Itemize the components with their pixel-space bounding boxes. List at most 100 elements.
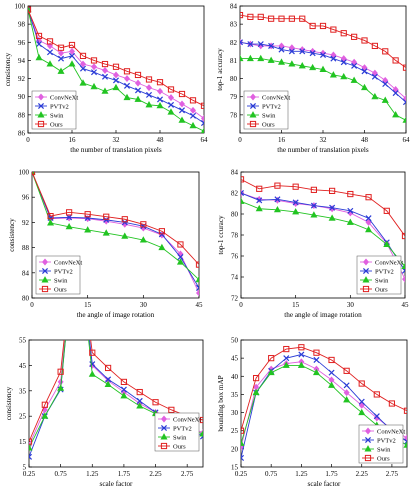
legend: ConvNeXt PVTv2 Swin Ours bbox=[243, 90, 290, 130]
series-group bbox=[28, 6, 204, 133]
legend-marker bbox=[249, 102, 257, 110]
data-point-pvtv2 bbox=[47, 214, 54, 222]
data-point-pvtv2 bbox=[329, 204, 336, 211]
x-axis-label: the angle of image rotation bbox=[77, 311, 155, 319]
x-tick-label: 1.75 bbox=[325, 470, 338, 478]
legend-label-ours: Ours bbox=[262, 121, 275, 128]
series-line-swin bbox=[32, 172, 199, 281]
data-point-ours bbox=[329, 187, 336, 195]
data-point-swin bbox=[195, 275, 199, 283]
data-point-convnext bbox=[358, 401, 365, 409]
y-tick-label: 50 bbox=[231, 337, 239, 345]
y-tick-label: 98 bbox=[18, 21, 26, 29]
x-tick-label: 48 bbox=[361, 136, 369, 144]
legend-marker bbox=[160, 433, 168, 440]
data-point-swin bbox=[68, 60, 76, 67]
data-point-pvtv2 bbox=[89, 361, 96, 368]
y-tick-label: 45 bbox=[19, 362, 27, 370]
data-point-ours bbox=[104, 364, 112, 372]
y-tick-label: 15 bbox=[19, 438, 27, 446]
chart-panel-2: 0 16 32 48 64 78 79 80 81 82 83 84 the number of tra… bbox=[216, 3, 410, 155]
data-point-ours bbox=[152, 399, 159, 406]
data-point-ours bbox=[268, 355, 275, 362]
y-tick-label: 78 bbox=[231, 232, 239, 240]
data-point-ours bbox=[241, 427, 245, 434]
data-point-ours bbox=[41, 401, 48, 408]
data-point-pvtv2 bbox=[189, 112, 197, 119]
data-point-swin bbox=[312, 368, 320, 376]
x-axis-label: scale factor bbox=[308, 480, 342, 488]
legend: ConvNeXt PVTv2 Swin Ours bbox=[35, 255, 82, 295]
legend-label-pvtv2: PVTv2 bbox=[375, 268, 394, 275]
data-point-pvtv2 bbox=[365, 215, 372, 222]
y-tick-label: 79 bbox=[230, 93, 238, 101]
y-tick-label: 94 bbox=[18, 57, 26, 65]
y-tick-label: 76 bbox=[231, 253, 239, 261]
data-point-pvtv2 bbox=[247, 41, 254, 48]
y-tick-label: 55 bbox=[19, 337, 27, 345]
data-point-ours bbox=[292, 183, 299, 190]
data-point-ours bbox=[309, 22, 316, 30]
data-point-swin bbox=[273, 205, 281, 213]
data-point-swin bbox=[371, 92, 379, 100]
data-point-ours bbox=[66, 209, 73, 216]
x-tick-label: 0.25 bbox=[235, 470, 248, 478]
data-point-swin bbox=[346, 218, 354, 225]
legend-marker bbox=[362, 285, 370, 293]
data-point-ours bbox=[189, 97, 197, 104]
data-point-swin bbox=[241, 197, 245, 204]
data-point-ours bbox=[140, 221, 147, 228]
data-point-swin bbox=[241, 439, 245, 446]
legend: ConvNeXt PVTv2 Swin Ours bbox=[154, 412, 201, 452]
legend-marker bbox=[365, 427, 371, 435]
data-point-pvtv2 bbox=[313, 356, 320, 363]
data-point-swin bbox=[267, 368, 275, 376]
legend-label-ours: Ours bbox=[50, 121, 63, 128]
legend-label-pvtv2: PVTv2 bbox=[262, 103, 281, 110]
data-point-swin bbox=[84, 226, 92, 233]
y-axis-label: bounding box mAP bbox=[217, 375, 225, 431]
y-tick-label: 80 bbox=[231, 211, 239, 219]
y-tick-label: 88 bbox=[22, 244, 30, 252]
y-tick-label: 86 bbox=[18, 130, 26, 138]
chart-panel-1: 0 16 32 48 64 86 88 90 92 94 96 98 100 the number of … bbox=[4, 3, 208, 155]
data-point-ours bbox=[358, 380, 365, 387]
data-point-ours bbox=[47, 213, 54, 220]
y-tick-label: 80 bbox=[230, 75, 238, 83]
series-group bbox=[241, 344, 407, 461]
y-tick-label: 84 bbox=[230, 3, 238, 11]
data-point-swin bbox=[402, 116, 406, 123]
data-point-swin bbox=[57, 384, 65, 391]
series-line-pvtv2 bbox=[32, 172, 199, 289]
legend-label-pvtv2: PVTv2 bbox=[173, 425, 192, 432]
y-tick-label: 92 bbox=[22, 219, 30, 227]
plot-frame bbox=[240, 339, 408, 468]
data-point-convnext bbox=[124, 75, 130, 83]
legend-marker bbox=[249, 120, 257, 128]
data-point-swin bbox=[121, 232, 129, 239]
x-tick-label: 2.75 bbox=[386, 470, 399, 478]
data-point-ours bbox=[365, 194, 372, 201]
y-tick-label: 72 bbox=[231, 295, 239, 303]
legend-marker bbox=[363, 258, 369, 266]
y-tick-label: 74 bbox=[231, 274, 239, 282]
y-tick-label: 35 bbox=[19, 387, 27, 395]
data-point-swin bbox=[360, 83, 369, 91]
data-point-pvtv2 bbox=[274, 196, 281, 203]
data-point-swin bbox=[167, 108, 175, 115]
data-point-pvtv2 bbox=[79, 65, 87, 72]
series-line-convnext bbox=[32, 172, 199, 294]
legend-marker bbox=[37, 102, 45, 110]
data-point-pvtv2 bbox=[343, 382, 350, 389]
x-tick-label: 32 bbox=[320, 136, 328, 144]
data-point-pvtv2 bbox=[268, 42, 275, 49]
data-point-swin bbox=[343, 396, 351, 403]
legend-label-convnext: ConvNeXt bbox=[262, 94, 290, 101]
x-tick-label: 0 bbox=[238, 136, 242, 144]
data-point-ours bbox=[134, 71, 142, 79]
data-point-pvtv2 bbox=[195, 284, 199, 291]
x-tick-label: 1.25 bbox=[86, 470, 99, 478]
data-point-swin bbox=[29, 444, 33, 451]
data-point-ours bbox=[68, 41, 76, 49]
x-tick-label: 32 bbox=[113, 136, 121, 144]
